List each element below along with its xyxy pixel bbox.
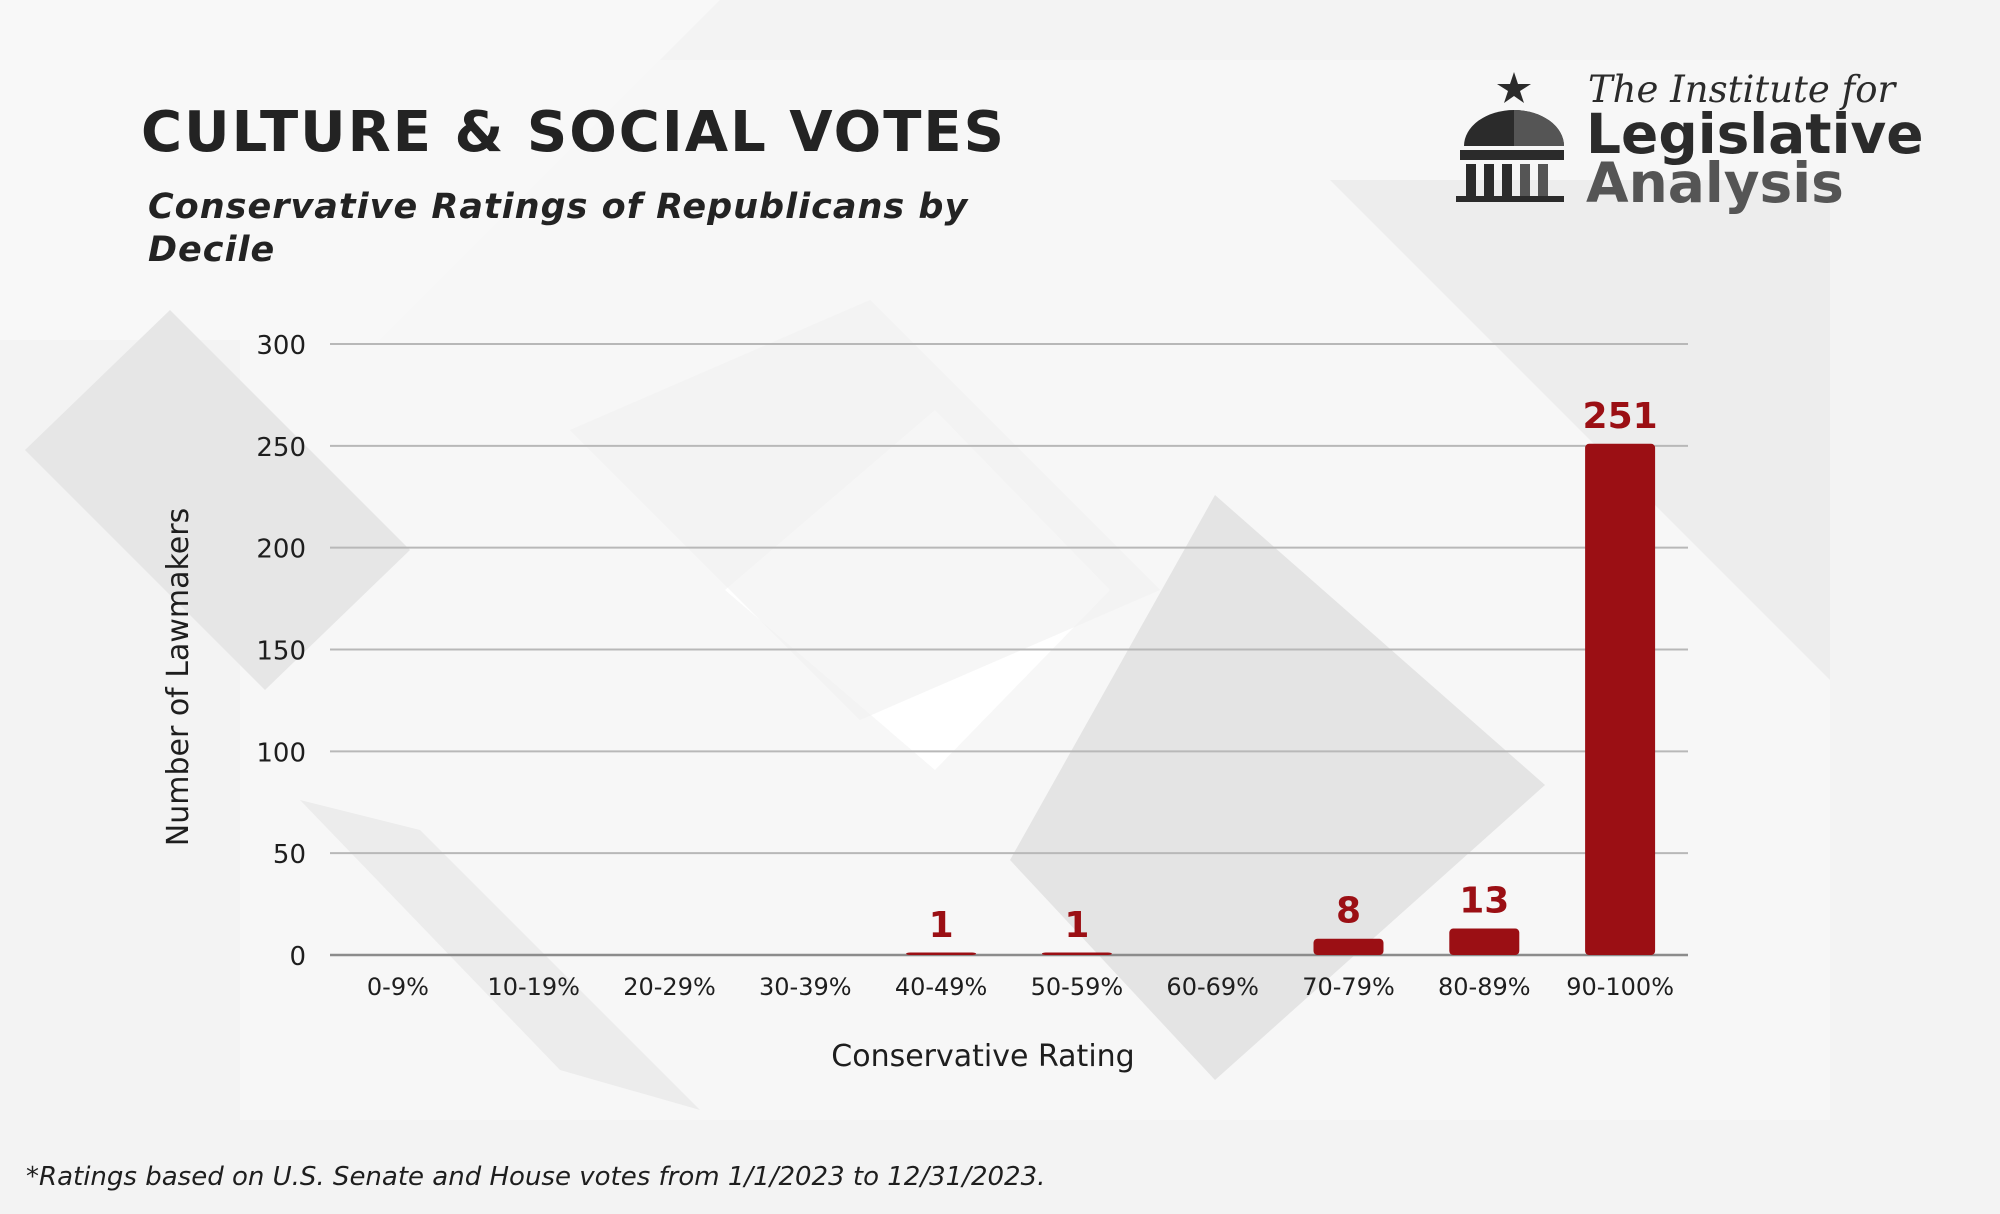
x-tick-label: 50-59% (1031, 973, 1124, 1001)
bar (906, 952, 977, 955)
logo-text-legislative: Legislative (1586, 102, 1924, 166)
bar (1041, 952, 1112, 955)
gridlines (330, 343, 1688, 957)
y-axis-ticks: 0 50 100 150 200 250 300 (256, 331, 306, 972)
logo-text-institute: The Institute for (1588, 68, 1896, 111)
data-label: 8 (1336, 891, 1361, 932)
capitol-dome-star-icon (1456, 72, 1564, 202)
y-tick-label: 300 (256, 331, 306, 361)
bar (1585, 443, 1656, 955)
x-tick-label: 30-39% (759, 973, 852, 1001)
y-tick-label: 150 (256, 637, 306, 667)
x-tick-label: 0-9% (367, 973, 429, 1001)
x-tick-label: 60-69% (1166, 973, 1259, 1001)
bar (1313, 938, 1384, 955)
x-tick-label: 40-49% (895, 973, 988, 1001)
y-tick-label: 250 (256, 433, 306, 463)
y-tick-label: 0 (289, 942, 306, 972)
data-label: 13 (1459, 881, 1509, 922)
logo-text-analysis: Analysis (1586, 151, 1844, 215)
x-tick-label: 80-89% (1438, 973, 1531, 1001)
data-label: 1 (1064, 905, 1089, 946)
bar (1449, 928, 1520, 955)
y-axis-label: Number of Lawmakers (161, 508, 196, 846)
institute-logo: The Institute for Legislative Analysis (1452, 68, 1972, 218)
x-tick-label: 70-79% (1302, 973, 1395, 1001)
y-tick-label: 200 (256, 535, 306, 565)
bars (906, 443, 1656, 955)
x-tick-label: 20-29% (623, 973, 716, 1001)
y-tick-label: 100 (256, 738, 306, 768)
x-axis-ticks: 0-9% 10-19% 20-29% 30-39% 40-49% 50-59% 60-69%… (367, 973, 1674, 1001)
chart-subtitle: Conservative Ratings of Republicans by D… (148, 187, 969, 270)
data-label: 1 (929, 905, 954, 946)
chart-title: CULTURE & SOCIAL VOTES (141, 100, 1006, 165)
data-labels: 1 1 8 13 251 (929, 396, 1658, 946)
data-label: 251 (1583, 396, 1658, 437)
x-tick-label: 10-19% (487, 973, 580, 1001)
footnote: *Ratings based on U.S. Senate and House … (26, 1162, 1046, 1192)
y-tick-label: 50 (273, 840, 306, 870)
x-axis-label: Conservative Rating (831, 1039, 1134, 1074)
x-tick-label: 90-100% (1566, 973, 1674, 1001)
